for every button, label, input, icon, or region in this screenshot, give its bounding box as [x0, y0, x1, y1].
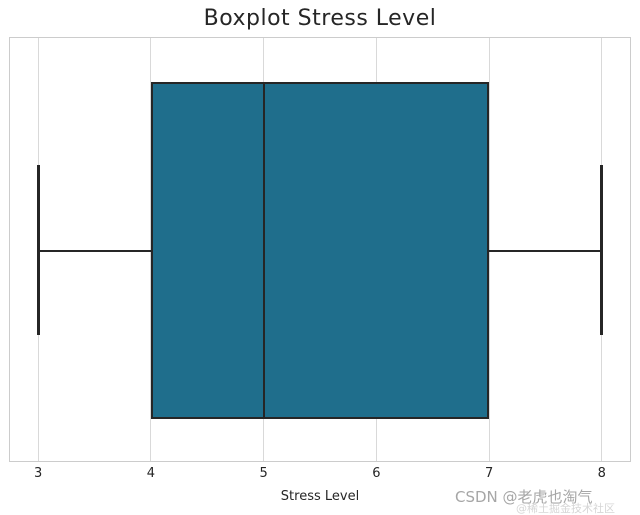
watermark-juejin: @稀土掘金技术社区 [516, 502, 615, 515]
x-tick-label-8: 8 [597, 466, 606, 481]
x-tick-label-6: 6 [372, 466, 381, 481]
chart-title: Boxplot Stress Level [203, 6, 437, 31]
whisker-cap-low [36, 165, 40, 335]
iqr-box [150, 81, 490, 420]
median-line [262, 81, 265, 420]
plot-area [9, 37, 631, 462]
whisker-right [489, 249, 602, 252]
watermark-csdn: CSDN @老虎也淘气 [455, 488, 593, 506]
whisker-cap-high [600, 165, 604, 335]
x-tick-label-4: 4 [146, 466, 156, 481]
x-tick-label-3: 3 [34, 466, 43, 481]
x-tick-label-5: 5 [259, 466, 268, 481]
x-axis-label: Stress Level [280, 489, 360, 504]
x-tick-label-7: 7 [484, 466, 494, 481]
whisker-left [38, 249, 151, 252]
gridline-x-7 [488, 38, 490, 461]
